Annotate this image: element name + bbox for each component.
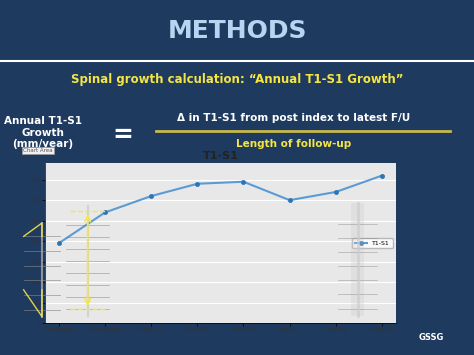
T1-S1 bbox=[241, 180, 246, 184]
Bar bbox=[351, 203, 365, 316]
T1-S1 bbox=[194, 182, 200, 186]
T1-S1 bbox=[333, 190, 338, 194]
Title: T1-S1: T1-S1 bbox=[202, 151, 238, 161]
T1-S1 bbox=[102, 210, 108, 214]
Text: GSSG: GSSG bbox=[419, 333, 444, 342]
T1-S1 bbox=[287, 198, 292, 202]
T1-S1 bbox=[56, 241, 62, 245]
Legend: T1-S1: T1-S1 bbox=[352, 238, 392, 248]
Text: =: = bbox=[113, 123, 134, 147]
Text: Spinal growth calculation: “Annual T1-S1 Growth”: Spinal growth calculation: “Annual T1-S1… bbox=[71, 73, 403, 86]
Text: Chart Area: Chart Area bbox=[23, 148, 53, 153]
Text: Length of follow-up: Length of follow-up bbox=[236, 139, 352, 149]
T1-S1 bbox=[379, 174, 385, 178]
Text: Δ in T1-S1 from post index to latest F/U: Δ in T1-S1 from post index to latest F/U bbox=[177, 113, 410, 123]
Text: METHODS: METHODS bbox=[167, 19, 307, 43]
Line: T1-S1: T1-S1 bbox=[57, 174, 384, 245]
T1-S1 bbox=[148, 194, 154, 198]
Text: Annual T1-S1
Growth
(mm/year): Annual T1-S1 Growth (mm/year) bbox=[4, 116, 82, 149]
